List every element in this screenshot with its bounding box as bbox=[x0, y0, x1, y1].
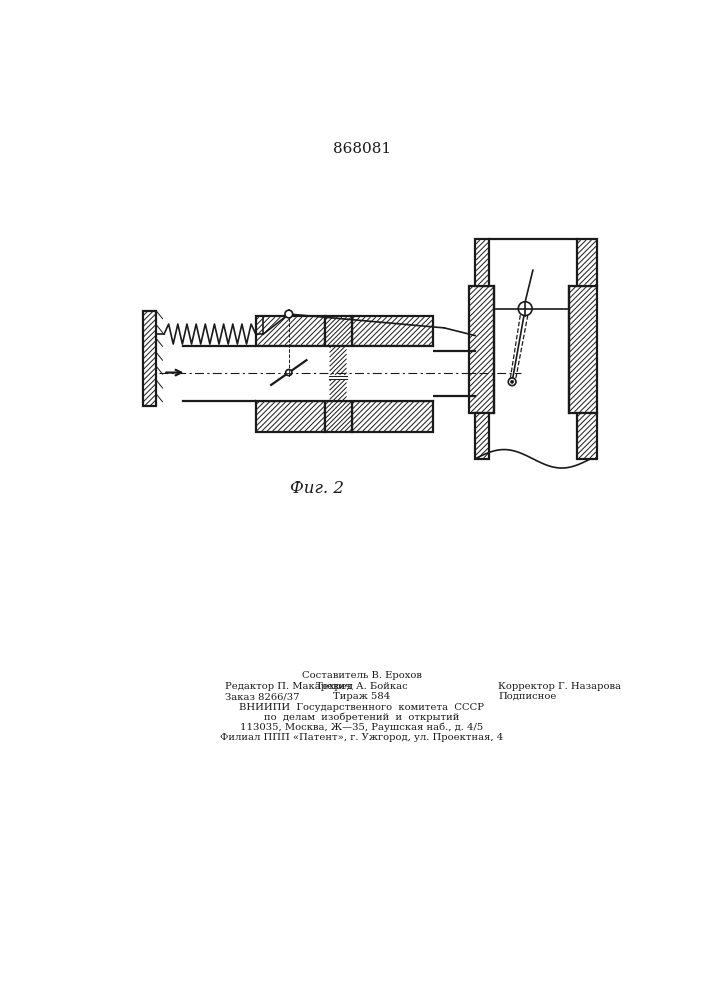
Polygon shape bbox=[256, 316, 325, 346]
Circle shape bbox=[508, 378, 516, 386]
Polygon shape bbox=[329, 346, 347, 376]
Polygon shape bbox=[325, 401, 352, 432]
Circle shape bbox=[510, 380, 514, 383]
Polygon shape bbox=[475, 239, 489, 286]
Polygon shape bbox=[577, 413, 597, 459]
Text: Техред А. Бойкас: Техред А. Бойкас bbox=[316, 682, 408, 691]
Text: Заказ 8266/37: Заказ 8266/37 bbox=[225, 692, 299, 701]
Text: Корректор Г. Назарова: Корректор Г. Назарова bbox=[498, 682, 621, 691]
Circle shape bbox=[285, 310, 293, 318]
Circle shape bbox=[518, 302, 532, 316]
Polygon shape bbox=[475, 413, 489, 459]
Text: Составитель В. Ерохов: Составитель В. Ерохов bbox=[302, 671, 422, 680]
Text: Фиг. 2: Фиг. 2 bbox=[291, 480, 344, 497]
Polygon shape bbox=[352, 401, 433, 432]
Text: по  делам  изобретений  и  открытий: по делам изобретений и открытий bbox=[264, 713, 460, 722]
Polygon shape bbox=[256, 346, 433, 401]
Polygon shape bbox=[256, 401, 325, 432]
Text: Тираж 584: Тираж 584 bbox=[333, 692, 390, 701]
Polygon shape bbox=[143, 311, 156, 406]
Text: Филиал ППП «Патент», г. Ужгород, ул. Проектная, 4: Филиал ППП «Патент», г. Ужгород, ул. Про… bbox=[221, 733, 503, 742]
Polygon shape bbox=[325, 316, 352, 346]
Text: ВНИИПИ  Государственного  комитета  СССР: ВНИИПИ Государственного комитета СССР bbox=[240, 703, 484, 712]
Text: 113035, Москва, Ж—35, Раушская наб., д. 4/5: 113035, Москва, Ж—35, Раушская наб., д. … bbox=[240, 723, 484, 732]
Circle shape bbox=[286, 369, 292, 376]
Text: Редактор П. Макаревич: Редактор П. Макаревич bbox=[225, 682, 352, 691]
Polygon shape bbox=[329, 379, 347, 401]
Polygon shape bbox=[577, 239, 597, 286]
Polygon shape bbox=[352, 316, 433, 346]
Polygon shape bbox=[469, 286, 494, 413]
Text: Подписное: Подписное bbox=[498, 692, 556, 701]
Polygon shape bbox=[569, 286, 597, 413]
Polygon shape bbox=[329, 376, 347, 379]
Text: 868081: 868081 bbox=[333, 142, 391, 156]
